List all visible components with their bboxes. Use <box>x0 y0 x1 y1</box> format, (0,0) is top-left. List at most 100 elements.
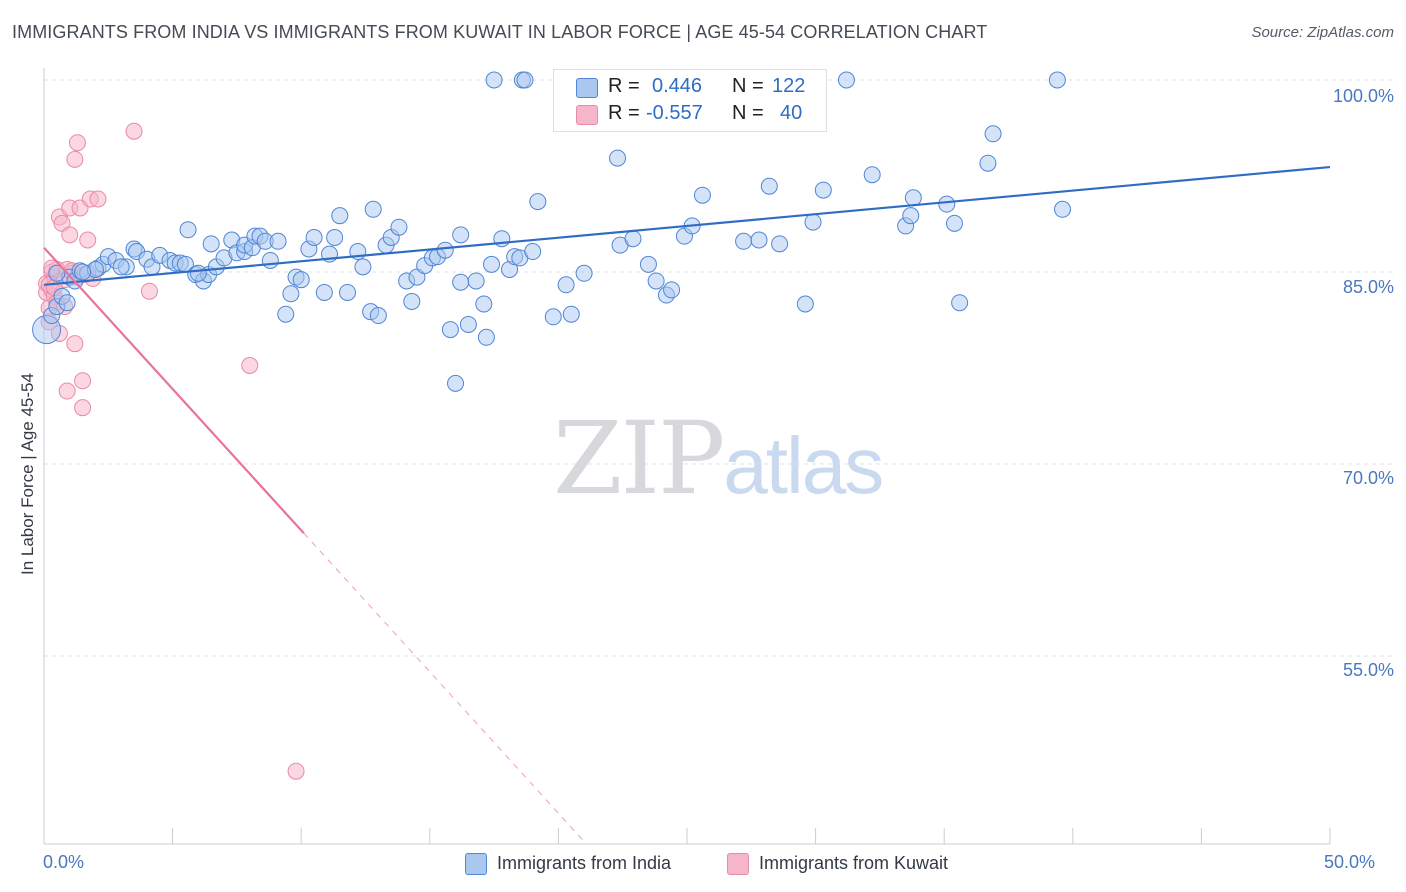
watermark-atlas: atlas <box>723 421 884 510</box>
watermark: ZIPatlas <box>553 400 884 517</box>
india-point <box>483 255 501 273</box>
legend-r-label: R = <box>608 75 640 97</box>
india-point <box>452 226 470 244</box>
axes <box>43 68 1331 845</box>
india-trend-line <box>43 165 1331 286</box>
india-point <box>467 272 485 290</box>
legend-n-label: N = <box>732 75 764 97</box>
y-axis-label: In Labor Force | Age 45-54 <box>18 373 37 575</box>
y-tick-label-100: 100.0% <box>1332 86 1394 106</box>
india-point <box>951 294 969 312</box>
kuwait-point <box>74 372 92 390</box>
watermark-zip: ZIP <box>553 400 725 517</box>
india-point <box>750 231 768 249</box>
x-tick-label-min: 0.0% <box>43 852 85 872</box>
legend-swatch-kuwait <box>576 105 598 125</box>
india-point <box>447 374 465 392</box>
india-point <box>904 189 922 207</box>
y-tick-label-70: 70.0% <box>1342 468 1394 488</box>
legend-r-value: 0.446 <box>652 75 703 97</box>
india-point <box>516 71 534 89</box>
india-point <box>1054 200 1072 218</box>
india-point <box>663 281 681 299</box>
y-tick-label-55: 55.0% <box>1342 660 1394 680</box>
india-point <box>202 235 220 253</box>
india-point <box>436 241 454 259</box>
india-point <box>938 195 956 213</box>
correlation-legend: R = 0.446 N = 122 R = -0.557 N = 40 <box>553 69 827 132</box>
india-point <box>984 125 1002 143</box>
kuwait-point <box>68 134 86 152</box>
india-point <box>277 305 295 323</box>
india-point <box>647 272 665 290</box>
india-point <box>261 251 279 269</box>
kuwait-points <box>38 122 305 780</box>
india-point <box>390 218 408 236</box>
india-point <box>1048 71 1066 89</box>
india-point <box>282 285 300 303</box>
india-point <box>575 264 593 282</box>
legend-n-value: 122 <box>772 75 806 97</box>
kuwait-trend-extension <box>303 532 585 842</box>
india-point <box>796 295 814 313</box>
india-point <box>292 271 310 289</box>
india-point <box>369 307 387 325</box>
india-point <box>804 213 822 231</box>
kuwait-point <box>58 382 76 400</box>
india-point <box>837 71 855 89</box>
india-point <box>403 292 421 310</box>
india-point <box>48 264 66 282</box>
india-point <box>979 154 997 172</box>
legend-r-label: R = <box>608 102 640 124</box>
india-point <box>562 305 580 323</box>
india-point <box>771 235 789 253</box>
india-point <box>477 328 495 346</box>
kuwait-point <box>241 356 259 374</box>
source-label: Source: ZipAtlas.com <box>1251 24 1394 41</box>
kuwait-point <box>79 231 97 249</box>
bottom-legend-label-kuwait: Immigrants from Kuwait <box>759 853 949 873</box>
india-point <box>544 308 562 326</box>
kuwait-point <box>287 762 305 780</box>
india-point <box>693 186 711 204</box>
india-point <box>524 243 542 261</box>
x-tick-label-max: 50.0% <box>1324 852 1376 872</box>
kuwait-point <box>61 226 79 244</box>
india-point <box>760 177 778 195</box>
india-point <box>326 228 344 246</box>
legend-n-value: 40 <box>780 102 803 124</box>
india-point <box>639 255 657 273</box>
india-point <box>74 263 92 281</box>
india-point <box>354 258 372 276</box>
india-point <box>441 321 459 339</box>
india-point <box>557 276 575 294</box>
india-point <box>735 232 753 250</box>
india-points <box>32 71 1072 392</box>
india-point <box>179 221 197 239</box>
india-point <box>945 214 963 232</box>
legend-r-value: -0.557 <box>646 102 703 124</box>
india-point <box>609 149 627 167</box>
bottom-legend-label-india: Immigrants from India <box>497 853 672 873</box>
kuwait-point <box>66 335 84 353</box>
india-point <box>364 200 382 218</box>
kuwait-point <box>74 399 92 417</box>
chart-title: IMMIGRANTS FROM INDIA VS IMMIGRANTS FROM… <box>12 22 988 42</box>
india-point <box>58 294 76 312</box>
india-point <box>112 258 130 276</box>
kuwait-point <box>66 150 84 168</box>
india-point <box>624 230 642 248</box>
india-point <box>338 283 356 301</box>
india-point <box>459 315 477 333</box>
legend-swatch-india <box>576 78 598 98</box>
kuwait-trend-line <box>43 246 305 534</box>
india-point <box>331 207 349 225</box>
india-point <box>529 193 547 211</box>
india-point <box>189 264 207 282</box>
kuwait-point <box>89 190 107 208</box>
trend-lines <box>43 165 1331 842</box>
india-point <box>452 273 470 291</box>
india-point <box>305 228 323 246</box>
y-tick-label-85: 85.0% <box>1342 277 1394 297</box>
